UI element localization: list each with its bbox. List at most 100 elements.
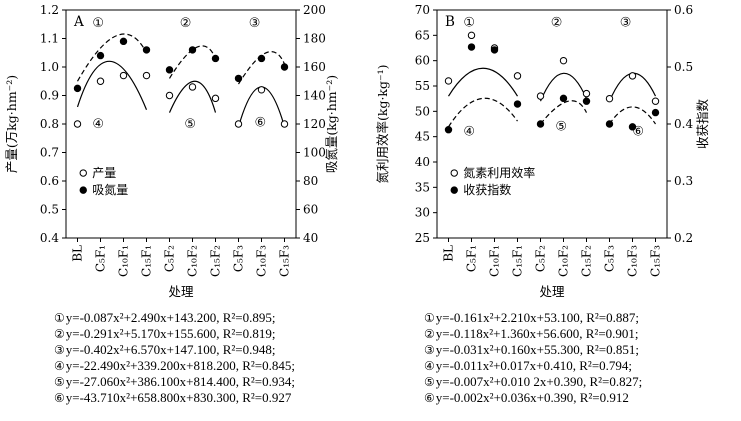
data-point — [513, 72, 522, 80]
data-point — [142, 46, 151, 54]
data-point — [211, 54, 220, 63]
right-axis-title: 吸氮量(kg·hm⁻²) — [324, 75, 339, 173]
left-tick-label: 50 — [415, 104, 430, 118]
category-label: C₁₀F₂ — [186, 245, 200, 277]
x-axis-title: 处理 — [539, 284, 565, 299]
equation-number: ⑥ — [424, 391, 435, 405]
legend-marker — [450, 169, 458, 177]
equation-item: ③y=-0.402x²+6.570x+147.100, R²=0.948; — [54, 342, 276, 357]
equation-number: ① — [424, 311, 435, 325]
right-tick-label: 200 — [303, 3, 326, 17]
category-label: C₅F₁ — [94, 245, 108, 272]
category-label: C₁₀F₃ — [626, 245, 640, 277]
data-point — [73, 120, 82, 128]
panel-b-chart: 70 65 60 55 50 45 40 35 30 25 0.6 0.5 0.4 0.3 0.2 BL C₅F… — [375, 3, 710, 299]
curve-number-label: ⑤ — [184, 117, 196, 132]
equation-item: ②y=-0.118x²+1.360x+56.600, R²=0.901; — [424, 326, 639, 341]
left-tick-label: 45 — [415, 130, 430, 144]
equation-text: y=-0.087x²+2.490x+143.200, R²=0.895; — [65, 310, 276, 325]
equation-item: ⑥y=-0.002x²+0.036x+0.390, R²=0.912 — [424, 390, 629, 405]
equation-number: ① — [54, 311, 65, 325]
curve-number-label: ③ — [249, 16, 261, 31]
category-label: C₁₅F₃ — [649, 245, 663, 277]
curve-number-label: ③ — [620, 16, 632, 31]
category-label: C₁₀F₂ — [557, 245, 571, 277]
data-point — [651, 97, 660, 105]
equation-number: ③ — [54, 343, 65, 357]
left-tick-label: 1.0 — [40, 60, 59, 74]
category-label: C₁₀F₁ — [117, 245, 131, 277]
right-tick-label: 0.5 — [674, 60, 693, 74]
curve-number-label: ① — [92, 16, 104, 31]
equation-item: ⑤y=-0.007x²+0.010 2x+0.390, R²=0.827; — [424, 374, 642, 389]
data-point — [119, 37, 128, 46]
right-tick-label: 160 — [303, 60, 326, 74]
left-tick-label: 65 — [415, 28, 430, 42]
equations-panel-b: ①y=-0.161x²+2.210x+53.100, R²=0.887; ②y=… — [424, 310, 726, 406]
left-tick-label: 0.7 — [40, 146, 59, 160]
data-point — [513, 100, 522, 108]
data-point — [234, 120, 243, 128]
data-point — [165, 91, 174, 100]
data-point — [559, 94, 568, 103]
legend-label: 收获指数 — [463, 182, 511, 197]
left-tick-label: 30 — [415, 206, 430, 220]
legend-label: 吸氮量 — [92, 182, 128, 197]
category-label: C₁₅F₁ — [511, 245, 525, 277]
data-point — [119, 71, 128, 80]
legend-label: 氮素利用效率 — [463, 165, 535, 180]
equations-panel-a: ①y=-0.087x²+2.490x+143.200, R²=0.895; ②y… — [54, 310, 350, 406]
equation-text: y=-43.710x²+658.800x+830.300, R²=0.927 — [65, 390, 292, 405]
panel-a-chart: 1.2 1.1 1.0 0.9 0.8 0.7 0.6 0.5 0.4 200 180 160 140 1… — [4, 3, 339, 299]
left-tick-label: 0.6 — [40, 174, 59, 188]
equation-text: y=-22.490x²+339.200x+818.200, R²=0.845; — [65, 358, 295, 373]
fit-curve — [609, 106, 656, 125]
left-tick-label: 60 — [415, 54, 430, 68]
data-point — [605, 120, 614, 128]
left-tick-label: 35 — [415, 180, 430, 194]
data-point — [280, 120, 289, 128]
equation-number: ④ — [54, 359, 65, 373]
left-axis-title: 产量(万kg·hm⁻²) — [4, 75, 19, 173]
panel-letter: A — [73, 14, 84, 30]
category-label: C₅F₃ — [232, 245, 246, 272]
x-axis-title: 处理 — [168, 284, 194, 299]
curve-number-label: ② — [551, 16, 563, 31]
fit-curve — [168, 80, 217, 113]
curve-number-label: ① — [463, 16, 475, 31]
category-label: C₁₀F₁ — [488, 245, 502, 277]
left-axis-title: 氮利用效率(kg·kg⁻¹) — [375, 65, 390, 184]
equation-item: ①y=-0.087x²+2.490x+143.200, R²=0.895; — [54, 310, 276, 325]
left-tick-label: 40 — [415, 155, 430, 169]
right-tick-label: 80 — [303, 174, 318, 188]
right-tick-label: 0.6 — [674, 3, 693, 17]
data-point — [536, 92, 545, 100]
left-tick-label: 1.1 — [40, 32, 59, 46]
category-label: C₁₅F₂ — [209, 245, 223, 277]
data-point — [188, 83, 197, 91]
data-point — [96, 77, 105, 85]
right-tick-label: 0.2 — [674, 231, 693, 245]
equation-item: ⑤y=-27.060x²+386.100x+814.400, R²=0.934; — [54, 374, 295, 389]
equation-number: ④ — [424, 359, 435, 373]
left-tick-label: 55 — [415, 79, 430, 93]
data-point — [96, 51, 105, 60]
equation-text: y=-0.118x²+1.360x+56.600, R²=0.901; — [435, 326, 639, 341]
fit-curve — [168, 45, 217, 79]
equation-item: ①y=-0.161x²+2.210x+53.100, R²=0.887; — [424, 310, 639, 325]
left-tick-label: 0.8 — [40, 117, 59, 131]
data-point — [628, 123, 637, 131]
category-label: C₅F₂ — [163, 245, 177, 272]
equation-text: y=-0.011x²+0.017x+0.410, R²=0.794; — [435, 358, 633, 373]
data-point — [536, 120, 545, 128]
fit-curve — [539, 72, 588, 102]
equation-number: ⑥ — [54, 391, 65, 405]
left-tick-label: 70 — [415, 3, 430, 17]
fit-curve — [540, 100, 588, 125]
fit-curve — [447, 67, 519, 97]
fit-curve — [76, 60, 148, 110]
data-point — [142, 71, 151, 80]
data-point — [582, 89, 591, 98]
legend-marker — [450, 186, 458, 194]
data-point — [467, 43, 476, 51]
